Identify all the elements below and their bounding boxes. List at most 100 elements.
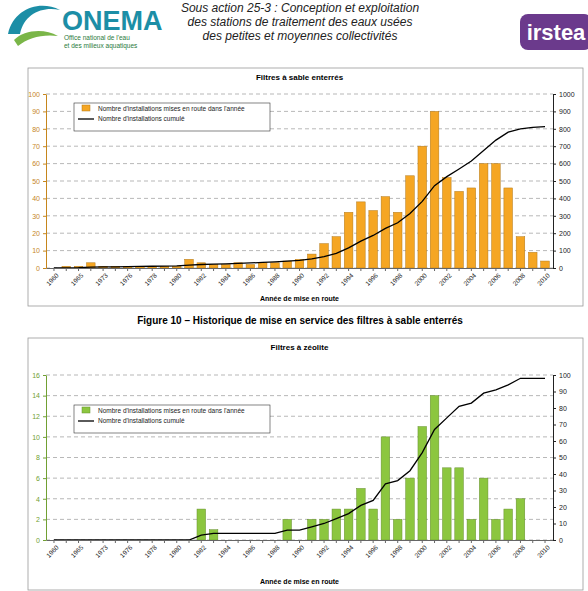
tick: 1965	[69, 540, 84, 559]
tick: 500	[553, 178, 571, 185]
y2-tick	[553, 251, 556, 252]
tick	[90, 540, 91, 543]
x-tick	[324, 540, 325, 543]
x-tick	[250, 540, 251, 543]
legend-box	[74, 405, 270, 433]
y-tick	[43, 111, 46, 112]
y-tick-label: 16	[32, 372, 40, 379]
x-tick	[139, 540, 140, 543]
tick	[409, 540, 410, 543]
tick	[164, 268, 165, 271]
y2-tick	[553, 524, 556, 525]
y-tick-label: 40	[32, 195, 40, 202]
tick	[90, 268, 91, 271]
x-tick	[495, 268, 496, 271]
y-tick	[43, 268, 46, 269]
grid-line	[46, 478, 553, 479]
grid-line	[46, 215, 553, 216]
x-tick-label: 2010	[536, 543, 551, 558]
bar	[492, 519, 501, 540]
tick: 1965	[69, 268, 84, 287]
x-tick	[152, 540, 153, 543]
y2-tick-label: 90	[559, 388, 567, 395]
x-tick	[545, 268, 546, 271]
tick: 90	[32, 108, 46, 115]
x-tick	[520, 268, 521, 271]
x-tick	[78, 268, 79, 271]
tick: 10	[553, 520, 567, 527]
y2-tick-label: 0	[559, 537, 563, 544]
tick: 0	[553, 537, 563, 544]
tick	[262, 540, 263, 543]
x-tick-label: 1986	[241, 271, 256, 286]
header-line: des petites et moyennes collectivités	[203, 29, 398, 43]
x-tick	[250, 268, 251, 271]
grid-line	[46, 198, 553, 199]
tick: 1984	[217, 540, 232, 559]
tick: 1000	[553, 91, 575, 98]
x-tick	[373, 540, 374, 543]
tick: 10	[32, 247, 46, 254]
legend: Nombre d'installations mises en route da…	[74, 103, 270, 131]
chart-frame	[28, 338, 583, 590]
tick: 1978	[143, 540, 158, 559]
x-tick-label: 2006	[487, 543, 502, 558]
grid-line	[46, 498, 553, 499]
bar	[516, 499, 525, 540]
x-tick	[336, 540, 337, 543]
tick	[189, 268, 190, 271]
y2-tick	[553, 491, 556, 492]
tick: 100	[553, 247, 571, 254]
tick: 1988	[266, 268, 281, 287]
x-tick-label: 1984	[217, 543, 232, 558]
tick	[189, 540, 190, 543]
plot-area	[54, 111, 549, 268]
header-line: des stations de traitement des eaux usée…	[188, 15, 413, 29]
tick: 2008	[511, 540, 526, 559]
x-tick-label: 1994	[339, 543, 354, 558]
bar	[381, 197, 390, 268]
x-tick-label: 1988	[266, 543, 281, 558]
x-tick	[90, 268, 91, 271]
legend: Nombre d'installations mises en route da…	[74, 405, 270, 433]
x-tick-label: 1976	[118, 543, 133, 558]
y-tick-label: 70	[32, 143, 40, 150]
y2-tick-label: 200	[559, 230, 571, 237]
tick: 60	[553, 438, 567, 445]
tick: 2002	[438, 540, 453, 559]
bar	[209, 530, 218, 540]
bar	[430, 396, 439, 540]
x-tick-label: 2000	[413, 271, 428, 286]
y-tick-label: 10	[32, 434, 40, 441]
x-tick	[385, 540, 386, 543]
x-tick-label: 1978	[143, 543, 158, 558]
tick	[459, 268, 460, 271]
tick	[311, 540, 312, 543]
x-tick-label: 1976	[118, 271, 133, 286]
grid-line	[46, 181, 553, 182]
tick: 0	[36, 265, 46, 272]
tick: 1988	[266, 540, 281, 559]
y-tick	[43, 164, 46, 165]
x-tick	[103, 268, 104, 271]
y-tick-label: 10	[32, 247, 40, 254]
x-tick	[53, 540, 54, 543]
tick: 1990	[290, 268, 305, 287]
tick: 4	[36, 495, 46, 502]
bar	[406, 176, 415, 268]
x-tick-label: 1986	[241, 543, 256, 558]
bar	[357, 202, 366, 268]
grid-line	[46, 375, 553, 376]
tick: 2010	[536, 268, 551, 287]
grid-line	[46, 395, 553, 396]
legend-label: Nombre d'installations mises en route da…	[98, 105, 245, 112]
x-tick-label: 1965	[69, 271, 84, 286]
y2-tick-label: 100	[559, 247, 571, 254]
tick: 2000	[413, 540, 428, 559]
y-tick-label: 12	[32, 413, 40, 420]
y2-tick-label: 10	[559, 520, 567, 527]
y-axis: 0246810121416	[32, 372, 46, 544]
bar	[357, 488, 366, 540]
x-tick	[508, 540, 509, 543]
tick: 1960	[45, 268, 60, 287]
